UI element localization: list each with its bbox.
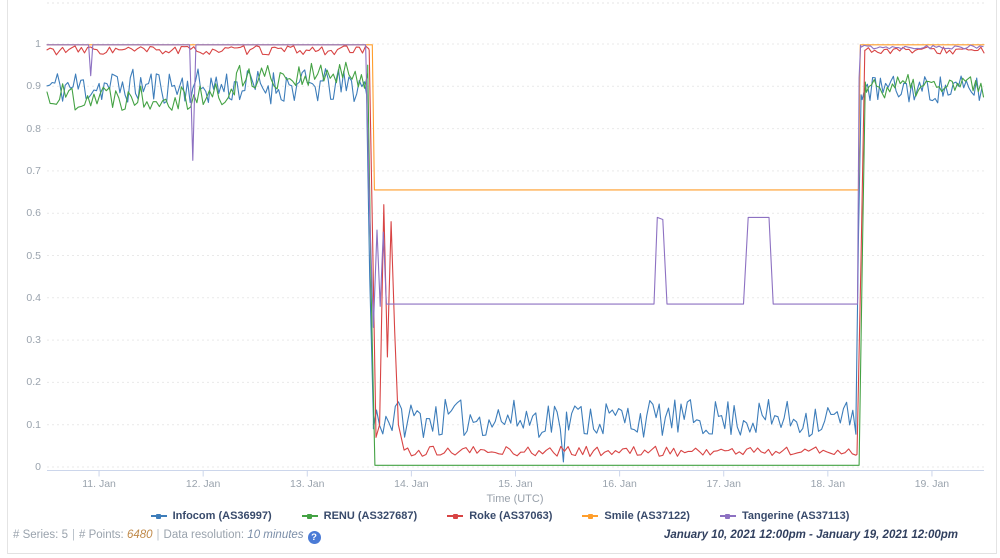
y-tick-label: 0.5 — [26, 249, 41, 262]
y-tick-label: 0.3 — [26, 334, 41, 347]
series-count-label: # Series: — [13, 529, 59, 541]
legend-line-marker-icon — [150, 513, 167, 519]
panel-border-right — [996, 0, 997, 554]
x-tick-label: 16. Jan — [602, 478, 637, 490]
y-tick-label: 0.6 — [26, 207, 41, 220]
panel-border-left — [7, 0, 8, 554]
legend-line-marker-icon — [301, 513, 318, 519]
y-tick-label: 0.9 — [26, 80, 41, 93]
x-tick-label: 12. Jan — [185, 478, 221, 490]
x-tick-label: 17. Jan — [706, 478, 741, 490]
legend-dot-icon — [587, 513, 593, 519]
points-count-value: 6480 — [126, 529, 153, 541]
x-tick-label: 13. Jan — [290, 478, 325, 490]
legend-dot-icon — [307, 513, 313, 519]
legend-line-marker-icon — [719, 513, 736, 519]
chart-canvas[interactable] — [0, 0, 1000, 505]
x-axis-title: Time (UTC) — [486, 493, 544, 505]
legend-line-marker-icon — [582, 513, 599, 519]
legend-dot-icon — [156, 513, 162, 519]
series-line-tangerine[interactable] — [46, 44, 984, 328]
y-tick-label: 0 — [35, 461, 41, 473]
resolution-label: Data resolution: — [163, 529, 245, 541]
series-count-value: 5 — [61, 529, 68, 541]
y-tick-label: 0.7 — [26, 164, 41, 177]
legend-item-roke[interactable]: Roke (AS37063) — [447, 510, 552, 522]
series-line-roke[interactable] — [46, 45, 985, 457]
x-tick-label: 15. Jan — [498, 478, 533, 490]
x-tick-label: 19. Jan — [914, 478, 950, 490]
legend-item-label: Smile (AS37122) — [604, 510, 690, 522]
y-tick-label: 0.2 — [26, 376, 41, 389]
series-line-smile[interactable] — [46, 44, 985, 191]
chart-legend: Infocom (AS36997) RENU (AS327687) Roke (AS… — [0, 510, 1000, 522]
legend-item-label: Tangerine (AS37113) — [741, 510, 850, 522]
legend-line-marker-icon — [447, 513, 464, 519]
y-tick-label: 0.8 — [26, 122, 41, 135]
separator: | — [156, 529, 160, 541]
x-tick-label: 18. Jan — [810, 478, 846, 490]
legend-dot-icon — [452, 513, 458, 519]
x-tick-label: 14. Jan — [394, 478, 429, 490]
y-tick-label: 1 — [35, 38, 41, 50]
legend-item-renu[interactable]: RENU (AS327687) — [301, 510, 418, 522]
legend-item-tangerine[interactable]: Tangerine (AS37113) — [719, 510, 850, 522]
series-line-renu[interactable] — [46, 61, 985, 466]
legend-item-smile[interactable]: Smile (AS37122) — [582, 510, 690, 522]
legend-item-label: Infocom (AS36997) — [172, 510, 272, 522]
y-tick-label: 0.4 — [26, 291, 41, 304]
legend-dot-icon — [725, 513, 731, 519]
footer-date-range: January 10, 2021 12:00pm - January 19, 2… — [663, 529, 958, 541]
resolution-value: 10 minutes — [247, 529, 304, 541]
separator: | — [72, 529, 75, 541]
footer-stats: # Series: 5 | # Points: 6480 | Data resoluti… — [13, 529, 321, 544]
series-line-infocom[interactable] — [46, 68, 983, 463]
y-tick-label: 0.1 — [26, 418, 41, 431]
bottom-divider — [8, 553, 996, 554]
legend-item-infocom[interactable]: Infocom (AS36997) — [150, 510, 272, 522]
help-icon[interactable]: ? — [307, 531, 321, 544]
legend-item-label: Roke (AS37063) — [469, 510, 553, 522]
legend-item-label: RENU (AS327687) — [323, 510, 418, 522]
x-tick-label: 11. Jan — [82, 478, 116, 490]
points-count-label: # Points: — [79, 529, 124, 541]
